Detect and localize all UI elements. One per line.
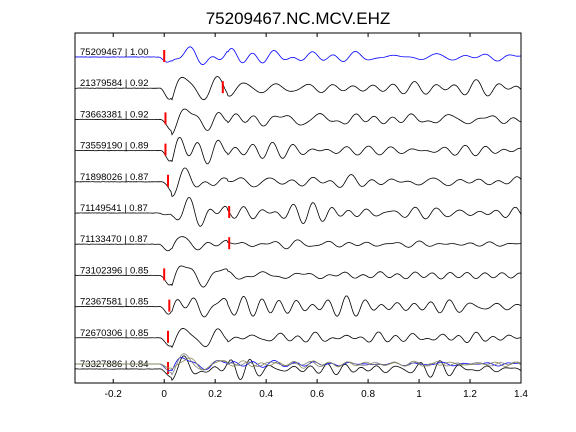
trace-label-7: 71133470 | 0.87 <box>80 234 148 245</box>
traces-layer <box>74 46 522 381</box>
trace-line-5 <box>74 167 522 197</box>
trace-label-10: 72670306 | 0.85 <box>80 328 149 339</box>
x-axis: -0.2 0 0.2 0.4 0.6 0.8 1 1.2 1.4 <box>105 33 528 400</box>
x-tick-label-2: 0 <box>161 389 167 400</box>
trace-line-6 <box>74 196 522 227</box>
trace-line-3 <box>74 108 522 136</box>
trace-label-5: 71898026 | 0.87 <box>80 172 149 183</box>
trace-line-7 <box>74 236 522 252</box>
trace-label-1: 75209467 | 1.00 <box>80 47 149 58</box>
stack-overlay <box>74 353 522 376</box>
trace-label-8: 73102396 | 0.85 <box>80 265 149 276</box>
trace-line-10 <box>74 328 522 349</box>
trace-label-6: 71149541 | 0.87 <box>80 203 148 214</box>
x-tick-label-5: 0.6 <box>310 389 324 400</box>
trace-label-9: 72367581 | 0.85 <box>80 297 149 308</box>
trace-labels: 75209467 | 1.00 21379584 | 0.92 73663381 |… <box>80 47 149 370</box>
trace-line-2 <box>74 76 522 101</box>
trace-line-1 <box>74 46 522 65</box>
x-tick-label-4: 0.4 <box>259 389 273 400</box>
trace-label-2: 21379584 | 0.92 <box>80 78 149 89</box>
trace-line-4 <box>74 136 522 165</box>
x-tick-label-1: -0.2 <box>105 389 123 400</box>
x-tick-label-8: 1.2 <box>463 389 477 400</box>
trace-label-3: 73663381 | 0.92 <box>80 109 149 120</box>
x-tick-label-3: 0.2 <box>208 389 222 400</box>
plot-frame <box>74 32 522 384</box>
stack-line-3 <box>74 357 522 371</box>
x-tick-label-6: 0.8 <box>361 389 375 400</box>
x-tick-label-9: 1.4 <box>514 389 528 400</box>
trace-line-11 <box>74 355 522 381</box>
chart-title: 75209467.NC.MCV.EHZ <box>206 9 391 28</box>
trace-line-8 <box>74 265 522 288</box>
trace-label-11: 73327886 | 0.84 <box>80 359 149 370</box>
trace-label-4: 73559190 | 0.89 <box>80 141 149 152</box>
trace-line-9 <box>74 295 522 318</box>
x-tick-label-7: 1 <box>416 389 422 400</box>
pick-markers <box>163 50 231 374</box>
